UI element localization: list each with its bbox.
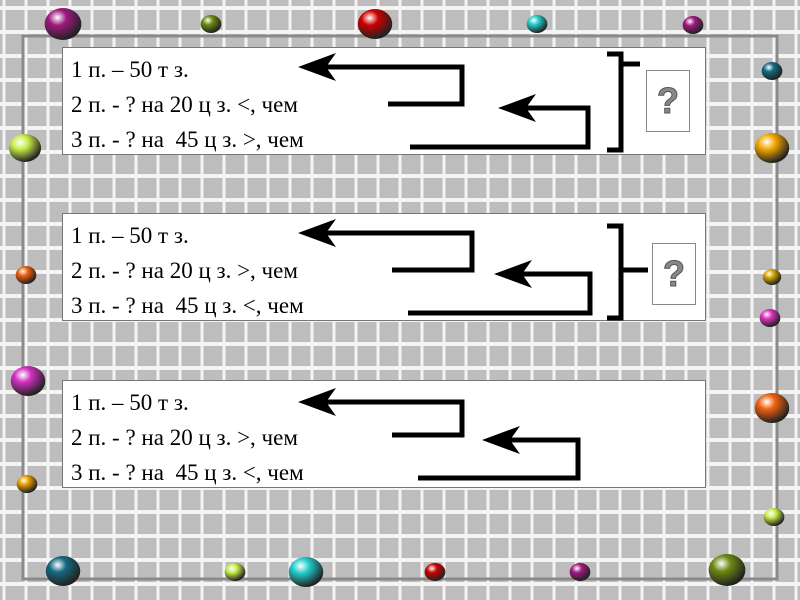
bead bbox=[8, 134, 42, 162]
bead bbox=[761, 62, 783, 80]
problem-line: 2 п. - ? на 20 ц з. >, чем bbox=[71, 258, 298, 283]
frame bbox=[21, 34, 779, 581]
bead bbox=[569, 563, 591, 581]
problem-line: 3 п. - ? на 45 ц з. <, чем bbox=[71, 460, 304, 485]
bead bbox=[288, 557, 324, 587]
bead bbox=[200, 15, 222, 33]
problem-line: 3 п. - ? на 45 ц з. >, чем bbox=[71, 127, 304, 152]
bead bbox=[44, 8, 82, 40]
bead bbox=[763, 508, 785, 526]
problem-line: 1 п. – 50 т з. bbox=[71, 57, 189, 82]
question-mark-icon: ? bbox=[652, 243, 696, 305]
problem-box-3: 1 п. – 50 т з. 2 п. - ? на 20 ц з. >, че… bbox=[62, 380, 706, 488]
problem-line: 1 п. – 50 т з. bbox=[71, 223, 189, 248]
bead bbox=[424, 563, 446, 581]
problem-line: 2 п. - ? на 20 ц з. >, чем bbox=[71, 425, 298, 450]
bead bbox=[754, 393, 790, 423]
problem-line: 2 п. - ? на 20 ц з. <, чем bbox=[71, 92, 298, 117]
problem-box-1: 1 п. – 50 т з. 2 п. - ? на 20 ц з. <, че… bbox=[62, 47, 706, 155]
bead bbox=[16, 475, 38, 493]
bead bbox=[224, 563, 246, 581]
bead bbox=[10, 366, 46, 396]
bead bbox=[759, 309, 781, 327]
bead bbox=[15, 266, 37, 284]
bead bbox=[682, 16, 704, 34]
bead bbox=[762, 269, 782, 285]
bead bbox=[526, 15, 548, 33]
problem-box-2: 1 п. – 50 т з. 2 п. - ? на 20 ц з. >, че… bbox=[62, 213, 706, 321]
bead bbox=[357, 9, 393, 39]
bead bbox=[45, 556, 81, 586]
bead bbox=[708, 554, 746, 586]
question-mark-icon: ? bbox=[646, 70, 690, 132]
bead bbox=[754, 133, 790, 163]
problem-line: 1 п. – 50 т з. bbox=[71, 390, 189, 415]
problem-line: 3 п. - ? на 45 ц з. <, чем bbox=[71, 293, 304, 318]
